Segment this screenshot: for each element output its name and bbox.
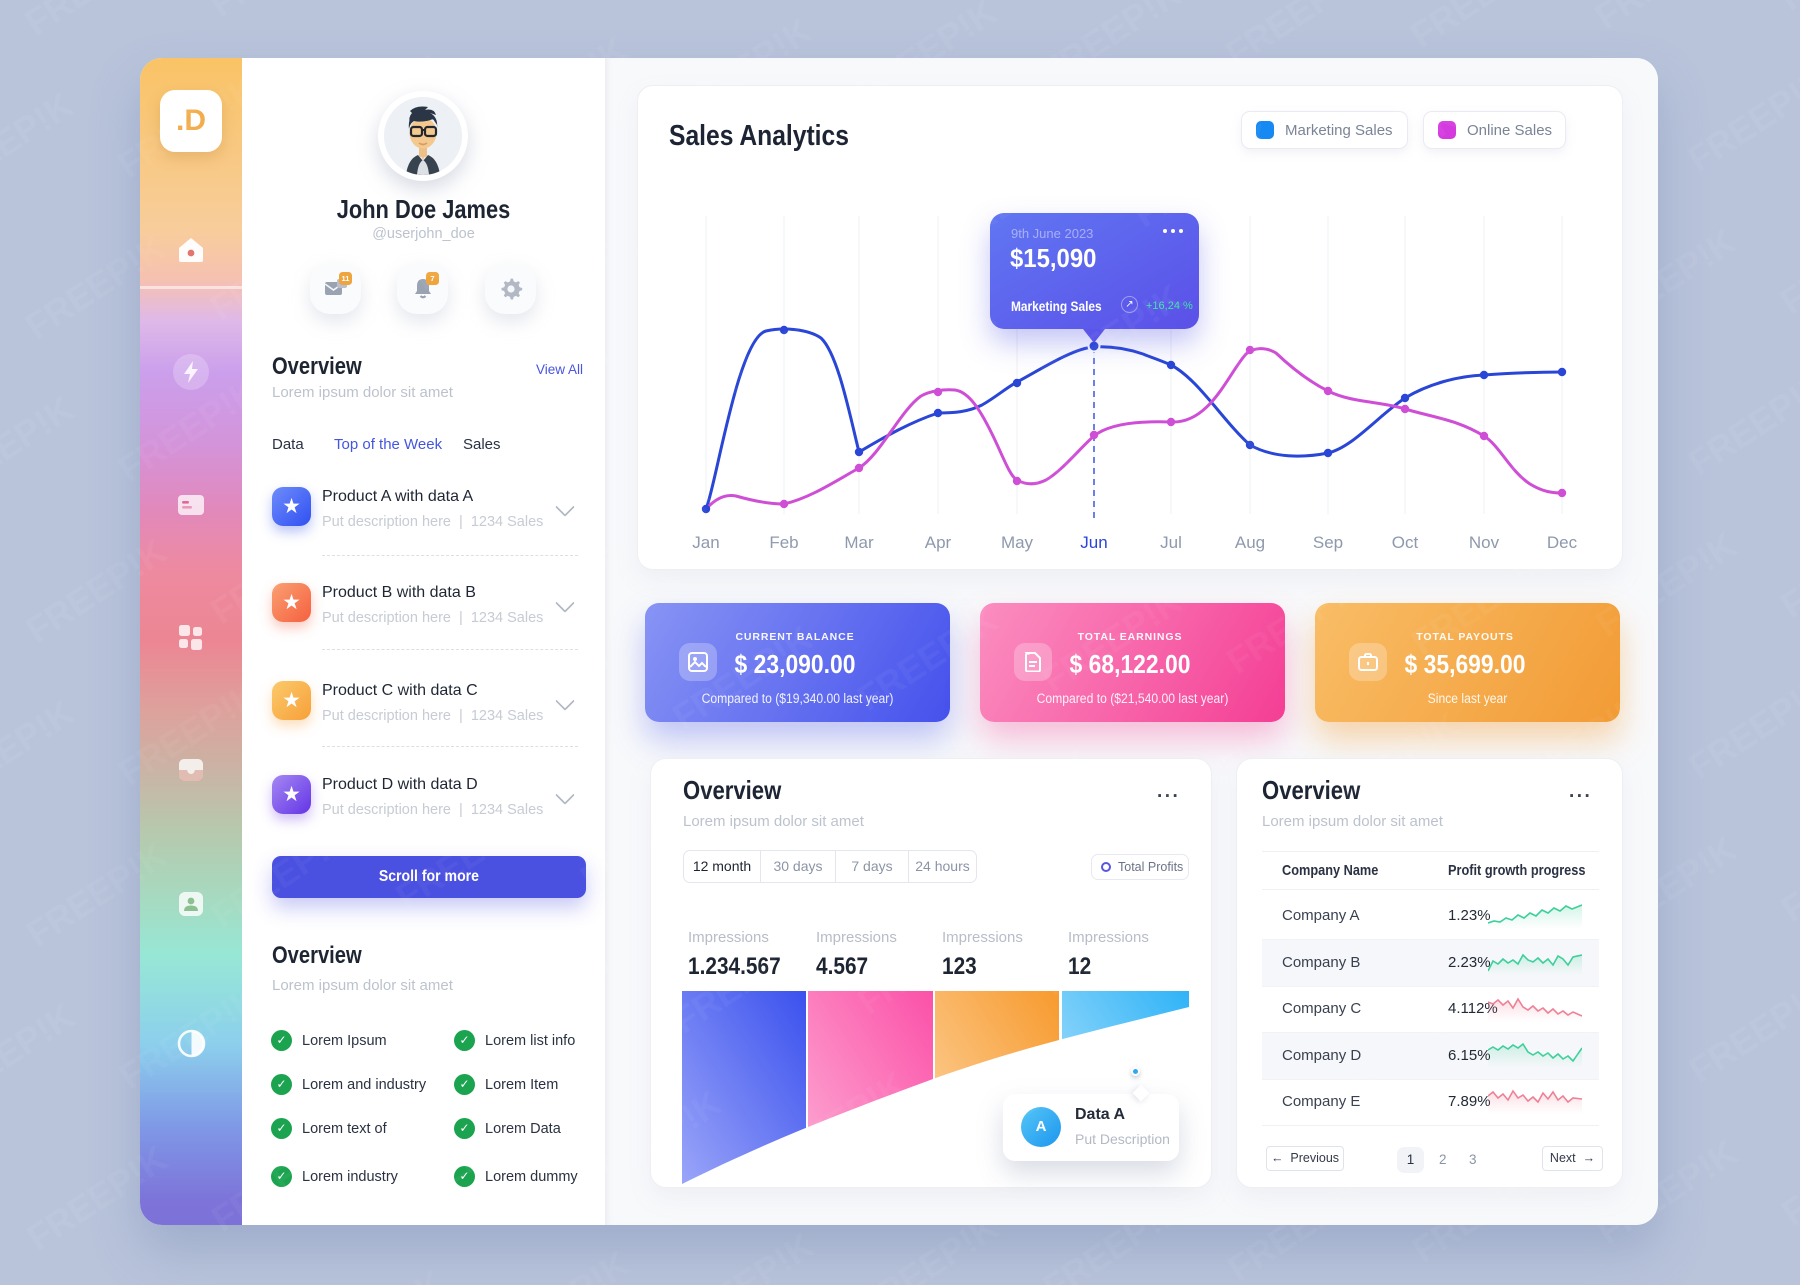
svg-text:Oct: Oct	[1392, 533, 1419, 552]
svg-text:Jan: Jan	[692, 533, 719, 552]
svg-text:Jun: Jun	[1080, 533, 1107, 552]
svg-text:Apr: Apr	[925, 533, 952, 552]
svg-text:Sep: Sep	[1313, 533, 1343, 552]
svg-text:Nov: Nov	[1469, 533, 1500, 552]
svg-text:Mar: Mar	[844, 533, 874, 552]
svg-text:Dec: Dec	[1547, 533, 1578, 552]
svg-text:Aug: Aug	[1235, 533, 1265, 552]
svg-text:Feb: Feb	[769, 533, 798, 552]
svg-text:May: May	[1001, 533, 1034, 552]
svg-text:Jul: Jul	[1160, 533, 1182, 552]
